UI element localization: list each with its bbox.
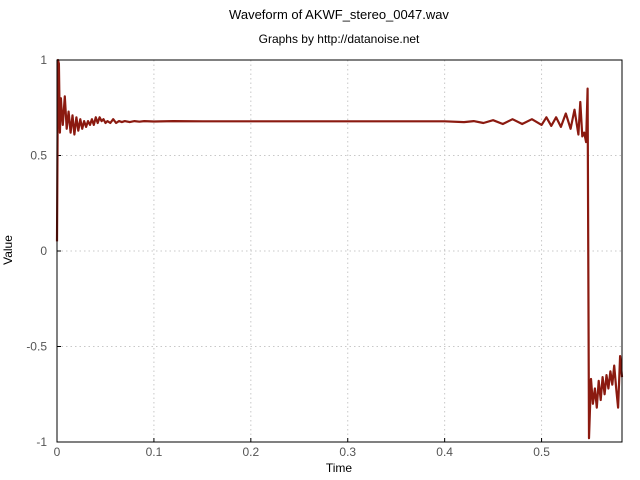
plot-frame <box>56 59 623 443</box>
y-tick-label: 1 <box>40 53 47 67</box>
y-tick-label: 0.5 <box>30 149 47 163</box>
y-axis-label: Value <box>1 235 15 265</box>
chart-title: Waveform of AKWF_stereo_0047.wav <box>229 7 449 22</box>
grid <box>57 60 622 442</box>
tick-labels: 0 0.1 0.2 0.3 0.4 0.5 1 0.5 0 -0.5 -1 <box>26 53 550 459</box>
x-axis-label: Time <box>326 461 353 475</box>
waveform-line <box>55 58 624 440</box>
x-tick-label: 0.3 <box>339 445 356 459</box>
x-tick-label: 0.4 <box>436 445 453 459</box>
chart-subtitle: Graphs by http://datanoise.net <box>259 32 420 46</box>
x-tick-label: 0.5 <box>533 445 550 459</box>
x-tick-label: 0.1 <box>146 445 163 459</box>
x-tick-label: 0.2 <box>242 445 259 459</box>
y-tick-label: -0.5 <box>26 340 47 354</box>
y-tick-label: 0 <box>40 244 47 258</box>
y-tick-label: -1 <box>36 435 47 449</box>
x-tick-label: 0 <box>54 445 61 459</box>
